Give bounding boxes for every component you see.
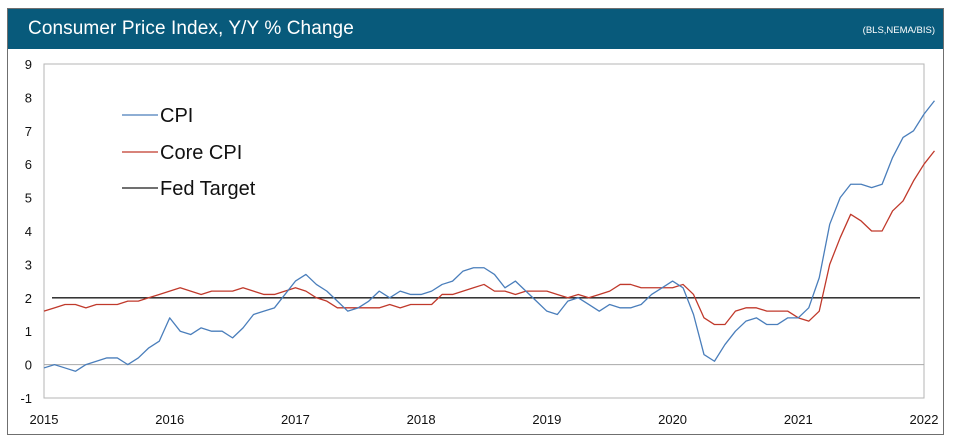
- y-tick-label: 7: [25, 124, 32, 139]
- y-tick-label: 4: [25, 224, 32, 239]
- cpi-line: [43, 100, 935, 372]
- core-cpi-line: [43, 150, 935, 326]
- x-tick-label: 2019: [532, 412, 561, 427]
- y-tick-label: 3: [25, 257, 32, 272]
- chart-title: Consumer Price Index, Y/Y % Change: [28, 18, 354, 39]
- y-tick-label: 1: [25, 324, 32, 339]
- x-tick-label: 2015: [30, 412, 59, 427]
- chart-frame: Consumer Price Index, Y/Y % Change (BLS,…: [7, 8, 944, 435]
- chart-source: (BLS,NEMA/BIS): [862, 25, 935, 36]
- x-tick-label: 2018: [407, 412, 436, 427]
- y-tick-label: -1: [20, 391, 32, 406]
- y-tick-label: 8: [25, 90, 32, 105]
- plot-area: [43, 63, 925, 399]
- x-tick-label: 2020: [658, 412, 687, 427]
- legend-label-fed-target: Fed Target: [160, 178, 256, 200]
- x-tick-label: 2021: [784, 412, 813, 427]
- x-tick-label: 2017: [281, 412, 310, 427]
- y-tick-label: 5: [25, 191, 32, 206]
- y-tick-label: 0: [25, 358, 32, 373]
- x-tick-label: 2016: [155, 412, 184, 427]
- legend: CPI Core CPI Fed Target: [122, 105, 256, 200]
- legend-label-cpi: CPI: [160, 105, 193, 127]
- legend-label-core-cpi: Core CPI: [160, 142, 242, 164]
- y-tick-label: 9: [25, 57, 32, 72]
- y-tick-label: 6: [25, 157, 32, 172]
- chart-header: Consumer Price Index, Y/Y % Change (BLS,…: [8, 9, 943, 49]
- x-tick-label: 2022: [910, 412, 939, 427]
- y-tick-label: 2: [25, 291, 32, 306]
